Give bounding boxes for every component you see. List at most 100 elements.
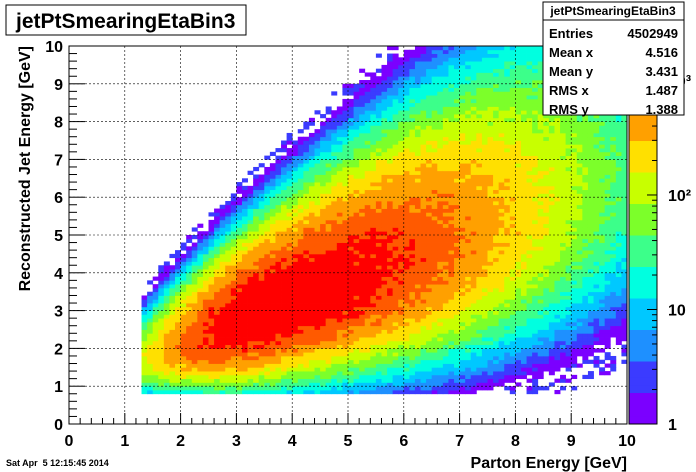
heatmap-cell [208, 227, 215, 232]
heatmap-cell [381, 363, 388, 368]
heatmap-cell [281, 238, 288, 243]
heatmap-cell [392, 106, 399, 111]
heatmap-cell [186, 374, 193, 380]
heatmap-cell [520, 129, 527, 134]
heatmap-cell [241, 280, 248, 285]
heatmap-cell [426, 329, 433, 334]
heatmap-cell [320, 174, 327, 179]
heatmap-cell [314, 272, 321, 277]
heatmap-cell [297, 329, 304, 334]
heatmap-cell [286, 182, 293, 187]
heatmap-cell [308, 378, 315, 383]
heatmap-cell [470, 242, 477, 247]
heatmap-cell [481, 272, 488, 277]
heatmap-cell [476, 340, 483, 346]
heatmap-cell [381, 80, 388, 85]
heatmap-cell [470, 163, 477, 168]
heatmap-cell [403, 80, 410, 85]
heatmap-cell [331, 257, 338, 262]
heatmap-cell [398, 83, 405, 88]
heatmap-cell [487, 182, 494, 187]
heatmap-cell [269, 344, 276, 349]
heatmap-cell [431, 106, 438, 111]
heatmap-cell [526, 208, 533, 213]
heatmap-cell [470, 269, 477, 274]
heatmap-cell [381, 314, 388, 319]
heatmap-cell [465, 61, 472, 66]
heatmap-cell [414, 200, 421, 206]
heatmap-cell [403, 95, 410, 100]
heatmap-cell [219, 352, 226, 357]
heatmap-cell [459, 178, 466, 183]
heatmap-cell [342, 276, 349, 281]
heatmap-cell [487, 280, 494, 285]
heatmap-cell [426, 95, 433, 100]
heatmap-cell [493, 185, 500, 191]
heatmap-cell [398, 261, 405, 266]
heatmap-cell [303, 140, 310, 145]
heatmap-cell [493, 280, 500, 285]
heatmap-cell [281, 306, 288, 311]
heatmap-cell [398, 272, 405, 277]
heatmap-cell [448, 185, 455, 191]
heatmap-cell [364, 219, 371, 225]
heatmap-cell [348, 242, 354, 247]
heatmap-cell [364, 193, 371, 198]
heatmap-cell [348, 125, 354, 130]
heatmap-cell [420, 321, 427, 327]
heatmap-cell [370, 235, 377, 240]
heatmap-cell [409, 193, 416, 198]
heatmap-cell [520, 140, 527, 145]
heatmap-cell [437, 178, 444, 183]
heatmap-cell [487, 136, 494, 141]
heatmap-cell [241, 219, 248, 225]
heatmap-cell [448, 250, 455, 255]
heatmap-cell [387, 374, 394, 380]
heatmap-cell [375, 306, 382, 311]
heatmap-cell [398, 299, 405, 304]
heatmap-cell [375, 386, 382, 391]
heatmap-cell [286, 378, 293, 383]
heatmap-cell [353, 117, 360, 122]
heatmap-cell [437, 200, 444, 206]
heatmap-cell [454, 386, 460, 391]
heatmap-cell [169, 389, 176, 395]
heatmap-cell [342, 117, 349, 122]
heatmap-cell [336, 223, 343, 228]
heatmap-cell [253, 223, 260, 228]
heatmap-cell [364, 250, 371, 255]
heatmap-cell [202, 231, 209, 236]
heatmap-cell [504, 117, 511, 122]
heatmap-cell [387, 114, 394, 119]
heatmap-cell [420, 166, 427, 172]
heatmap-cell [370, 257, 377, 262]
heatmap-cell [253, 174, 260, 179]
heatmap-cell [426, 132, 433, 138]
heatmap-cell [286, 235, 293, 240]
heatmap-cell [370, 340, 377, 346]
heatmap-cell [275, 155, 282, 160]
heatmap-cell [275, 159, 282, 164]
heatmap-cell [359, 321, 366, 327]
heatmap-cell [442, 318, 449, 323]
heatmap-cell [459, 348, 466, 353]
heatmap-cell [325, 121, 332, 126]
heatmap-cell [431, 253, 438, 259]
heatmap-cell [169, 340, 176, 346]
heatmap-cell [269, 314, 276, 319]
heatmap-cell [314, 389, 321, 395]
heatmap-cell [398, 132, 405, 138]
heatmap-cell [403, 295, 410, 300]
heatmap-cell [247, 310, 254, 315]
heatmap-cell [442, 170, 449, 175]
heatmap-cell [515, 178, 522, 183]
heatmap-cell [214, 223, 221, 228]
heatmap-cell [292, 337, 299, 342]
heatmap-cell [219, 321, 226, 327]
heatmap-cell [448, 348, 455, 353]
heatmap-cell [403, 144, 410, 149]
heatmap-cell [364, 257, 371, 262]
heatmap-cell [348, 216, 354, 221]
heatmap-cell [387, 371, 394, 376]
heatmap-cell [414, 389, 421, 395]
